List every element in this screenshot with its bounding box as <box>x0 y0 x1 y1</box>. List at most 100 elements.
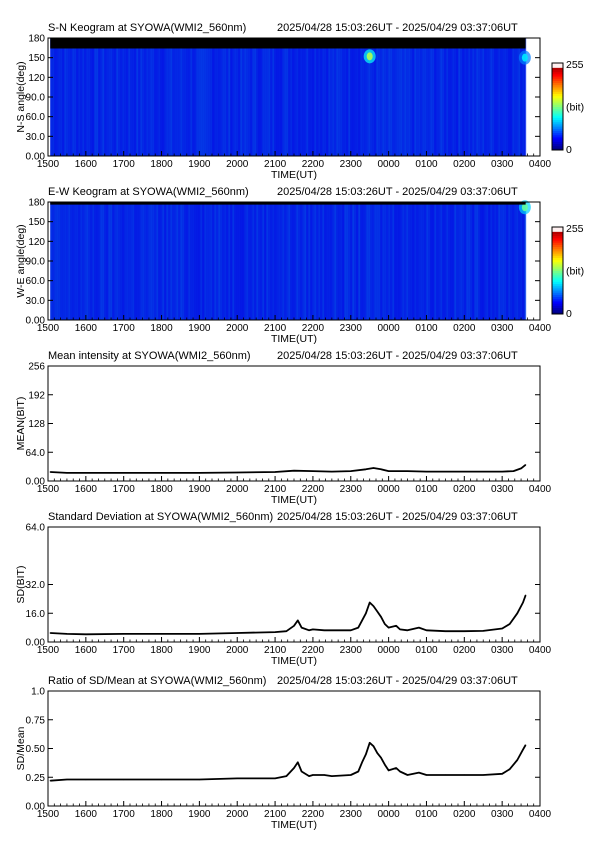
keogram-column <box>332 202 335 320</box>
keogram-column <box>384 202 387 320</box>
keogram-column <box>254 202 257 320</box>
x-tick-label: 0100 <box>415 159 438 170</box>
colorbar-segment <box>552 303 563 306</box>
keogram-column <box>92 202 95 320</box>
x-tick-label: 0400 <box>529 645 552 656</box>
colorbar-segment <box>552 272 563 276</box>
colorbar-segment <box>552 292 563 295</box>
y-tick-label: 0.00 <box>26 316 46 327</box>
keogram-column <box>66 202 69 320</box>
y-tick-label: 256 <box>28 362 45 373</box>
keogram-column <box>478 202 481 320</box>
keogram-bright-feature <box>521 53 528 62</box>
keogram-column <box>376 202 379 320</box>
keogram-column <box>130 38 133 156</box>
keogram-column <box>358 38 361 156</box>
keogram-column <box>78 202 81 320</box>
keogram-column <box>396 202 399 320</box>
data-point <box>160 778 163 781</box>
keogram-column <box>134 38 137 156</box>
data-point <box>236 777 238 780</box>
keogram-column <box>80 38 83 156</box>
keogram-column <box>322 202 325 320</box>
colorbar-segment <box>552 305 563 308</box>
colorbar-segment <box>552 93 563 97</box>
keogram-column <box>218 202 221 320</box>
keogram-column <box>366 202 369 320</box>
keogram-column <box>418 38 421 156</box>
x-tick-label: 1600 <box>75 323 98 334</box>
x-tick-label: 0100 <box>415 484 438 495</box>
colorbar-segment <box>552 73 563 77</box>
data-point <box>123 778 125 781</box>
keogram-column <box>386 202 389 320</box>
keogram-column <box>392 38 395 156</box>
keogram-column <box>444 38 447 156</box>
data-point <box>463 470 465 473</box>
x-tick-label: 0300 <box>491 645 514 656</box>
mean-intensity-title: Mean intensity at SYOWA(WMI2_560nm) <box>48 350 251 362</box>
data-point <box>350 470 352 472</box>
keogram-column <box>294 202 297 320</box>
keogram-column <box>148 202 151 320</box>
keogram-column <box>182 38 185 156</box>
keogram-column <box>426 202 429 320</box>
y-tick-label: 0.00 <box>26 152 46 163</box>
keogram-column <box>508 202 511 320</box>
y-tick-label: 0.00 <box>26 638 46 649</box>
keogram-column <box>214 202 217 320</box>
keogram-column <box>204 38 207 156</box>
keogram-column <box>56 202 59 320</box>
x-tick-label: 2300 <box>340 645 363 656</box>
y-tick-label: 16.0 <box>26 609 46 620</box>
data-point <box>236 471 238 474</box>
keogram-column <box>244 38 247 156</box>
keogram-column <box>312 202 315 320</box>
keogram-column <box>186 202 189 320</box>
colorbar-segment <box>552 108 563 112</box>
keogram-column <box>210 202 213 320</box>
keogram-column <box>272 202 275 320</box>
keogram-column <box>150 38 153 156</box>
plot-area <box>48 527 540 642</box>
keogram-column <box>278 38 281 156</box>
data-point <box>236 632 238 634</box>
keogram-column <box>412 38 415 156</box>
keogram-column <box>454 202 457 320</box>
keogram-column <box>166 202 169 320</box>
keogram-column <box>62 38 65 156</box>
x-tick-label: 0400 <box>529 323 552 334</box>
x-tick-label: 0200 <box>453 645 476 656</box>
keogram-column <box>380 202 383 320</box>
data-point <box>312 628 314 631</box>
keogram-column <box>334 202 337 320</box>
keogram-column <box>198 202 201 320</box>
keogram-column <box>180 38 183 156</box>
keogram-column <box>410 38 413 156</box>
keogram-column <box>276 38 279 156</box>
keogram-column <box>68 202 71 320</box>
data-point <box>406 470 409 472</box>
keogram-column <box>188 38 191 156</box>
data-point <box>388 769 390 771</box>
data-point <box>285 775 288 777</box>
keogram-column <box>478 38 481 156</box>
data-point <box>388 470 390 472</box>
colorbar-segment <box>552 250 563 254</box>
keogram-column <box>236 38 239 156</box>
keogram-column <box>482 202 485 320</box>
x-tick-label: 1600 <box>75 645 98 656</box>
x-tick-label: 2000 <box>226 645 249 656</box>
colorbar-segment <box>552 246 563 250</box>
data-point <box>312 774 314 776</box>
keogram-column <box>510 202 513 320</box>
keogram-column <box>420 38 423 156</box>
keogram-column <box>172 202 175 320</box>
colorbar-segment <box>552 147 563 151</box>
keogram-column <box>382 202 385 320</box>
keogram-column <box>412 202 415 320</box>
x-tick-label: 0400 <box>529 809 552 820</box>
keogram-column <box>520 38 523 156</box>
y-tick-label: 0.75 <box>26 715 46 726</box>
colorbar-segment <box>552 119 563 123</box>
